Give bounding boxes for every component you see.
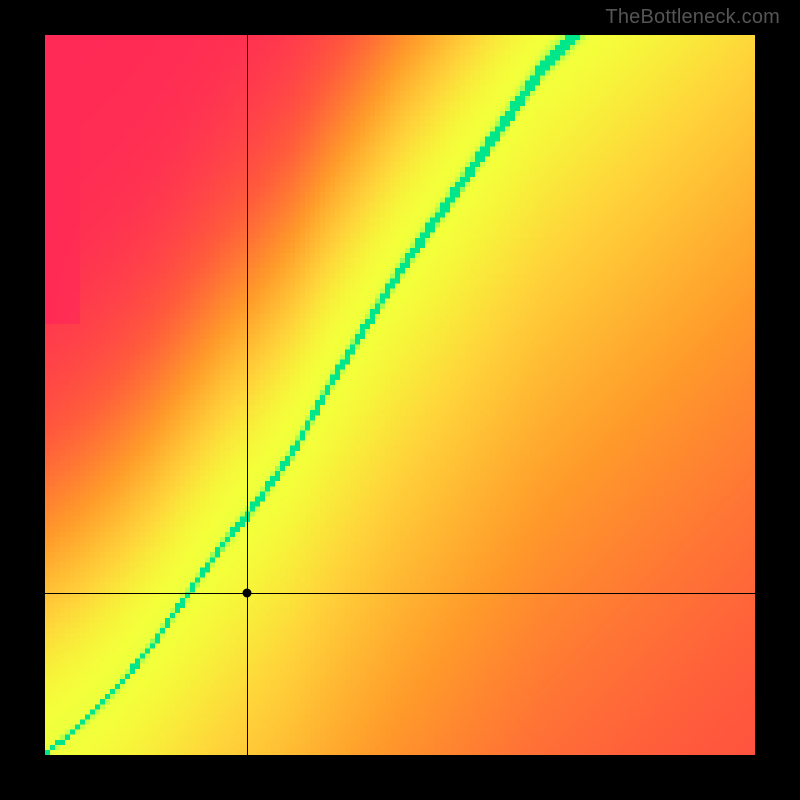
watermark-text: TheBottleneck.com <box>605 6 780 29</box>
crosshair-vertical <box>247 35 248 755</box>
chart-container: TheBottleneck.com <box>0 0 800 800</box>
heatmap-canvas <box>45 35 755 755</box>
crosshair-marker <box>243 589 252 598</box>
plot-area <box>45 35 755 755</box>
crosshair-horizontal <box>45 593 755 594</box>
